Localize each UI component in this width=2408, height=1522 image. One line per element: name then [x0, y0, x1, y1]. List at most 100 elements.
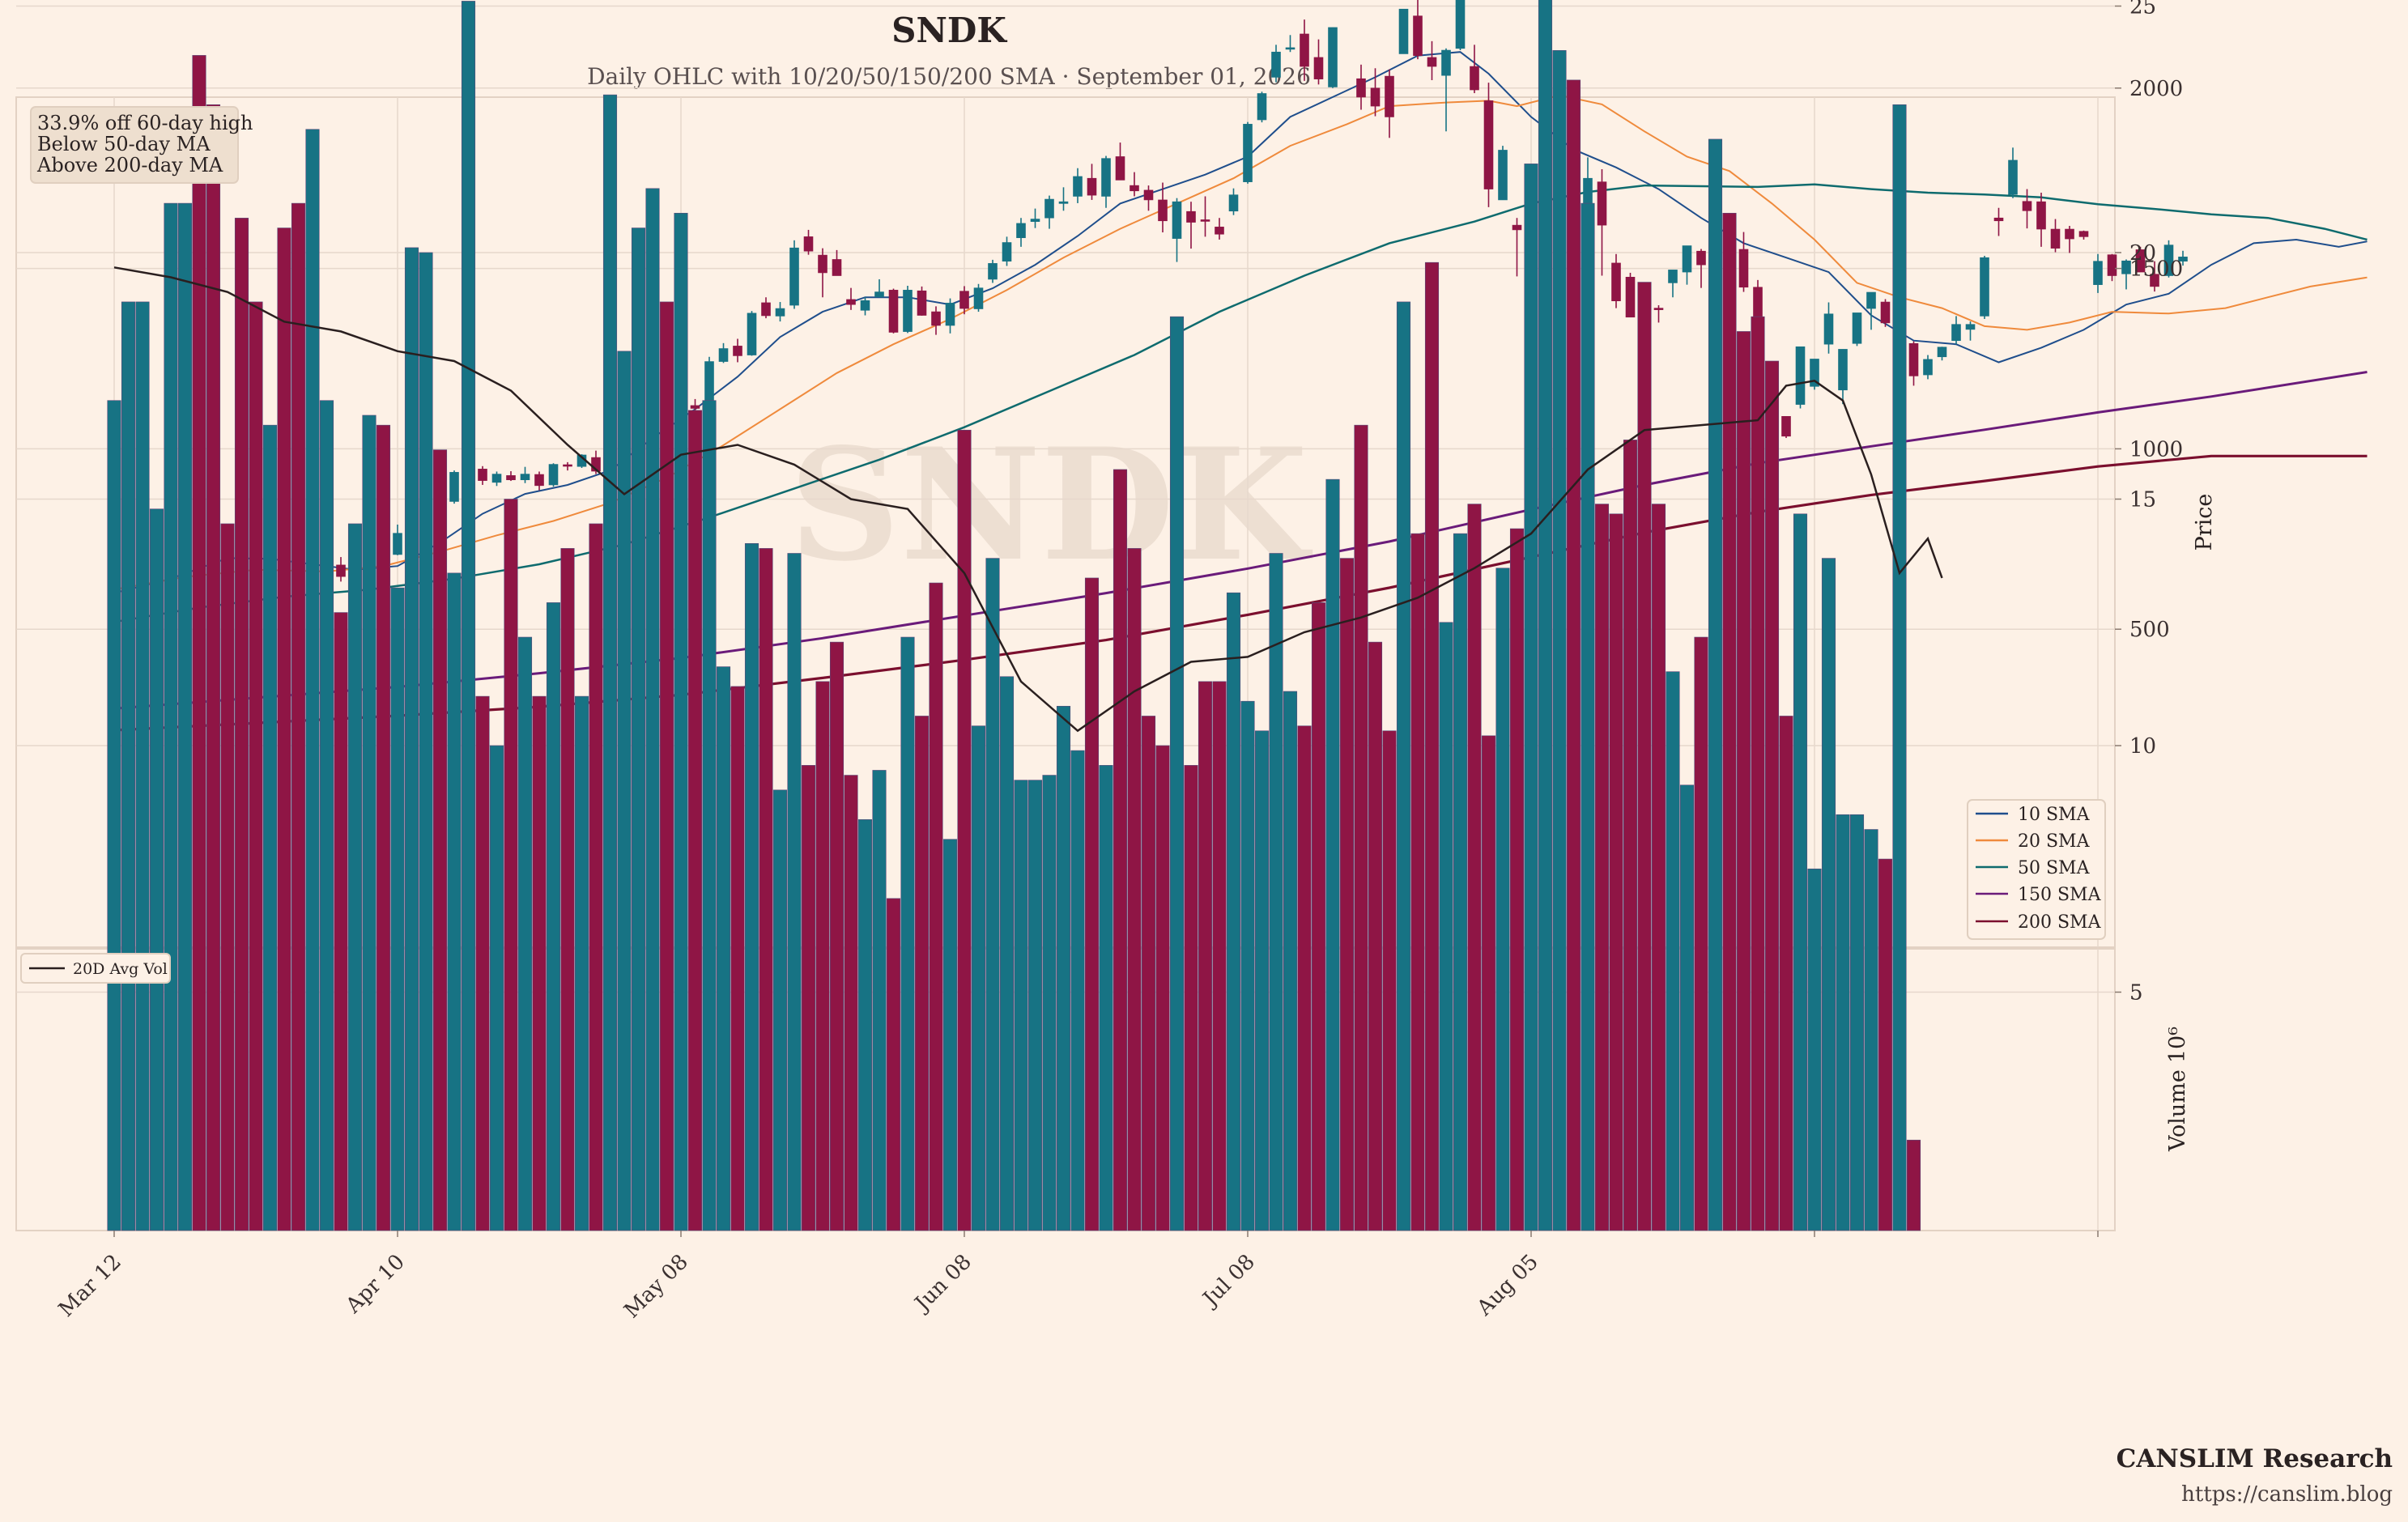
- volume-bar: [744, 543, 759, 1231]
- annotation-box: 33.9% off 60-day high Below 50-day MA Ab…: [30, 106, 253, 184]
- candle-body-up: [449, 472, 459, 502]
- candle-body-down: [2022, 201, 2032, 211]
- volume-bar: [1651, 504, 1666, 1231]
- volume-bar: [419, 252, 433, 1231]
- branding-name: CANSLIM Research: [2117, 1444, 2393, 1473]
- volume-bar: [659, 301, 674, 1231]
- volume-bar: [1793, 513, 1808, 1231]
- candle-body-up: [1937, 346, 1947, 358]
- candle-body-up: [1838, 349, 1848, 391]
- volume-tick-label: 20: [2129, 241, 2156, 266]
- candle-body-down: [2150, 274, 2159, 287]
- volume-bar: [1311, 602, 1326, 1231]
- volume-bar: [1779, 716, 1793, 1231]
- candle-body-up: [775, 308, 785, 317]
- volume-bar: [121, 301, 136, 1231]
- candle-body-up: [548, 464, 559, 486]
- candle-body-up: [2178, 257, 2188, 261]
- volume-axis-label: Volume 10⁶: [2165, 1027, 2190, 1152]
- volume-bar: [1807, 868, 1822, 1231]
- volume-bar: [857, 819, 873, 1231]
- candle-body-up: [988, 263, 998, 280]
- candle-body-down: [1087, 177, 1097, 196]
- volume-bar: [1892, 104, 1907, 1231]
- sma-line-10: [113, 51, 2368, 594]
- volume-bar: [985, 558, 1000, 1231]
- volume-bar: [1127, 548, 1142, 1231]
- volume-bar: [489, 745, 504, 1231]
- candle-body-down: [1356, 78, 1366, 98]
- legend-sma200: 200 SMA: [2018, 912, 2102, 933]
- volume-bar: [277, 227, 291, 1231]
- candle-body-up: [491, 474, 502, 483]
- candle-body-down: [733, 346, 742, 356]
- candle-body-up: [973, 287, 984, 309]
- volume-bar: [305, 129, 320, 1231]
- candle-body-down: [478, 469, 487, 481]
- volume-bar: [1354, 424, 1368, 1231]
- candle-body-down: [1781, 415, 1791, 437]
- candle-body-down: [2036, 201, 2046, 230]
- price-tick-label: 1000: [2129, 437, 2183, 461]
- volume-bar: [1623, 440, 1638, 1231]
- volume-bar: [319, 400, 334, 1231]
- candle-body-up: [1016, 223, 1026, 239]
- volume-bar: [1722, 212, 1737, 1231]
- volume-bar: [334, 612, 348, 1231]
- candle-body-down: [2107, 254, 2117, 276]
- candle-body-down: [1653, 308, 1664, 310]
- candle-body-up: [903, 290, 913, 332]
- volume-bar: [1212, 681, 1227, 1231]
- candle-body-down: [1625, 276, 1636, 318]
- candle-body-up: [1965, 324, 1976, 330]
- volume-bar: [730, 686, 745, 1231]
- volume-bar: [1524, 164, 1538, 1231]
- volume-bar: [461, 1, 476, 1231]
- candle-body-down: [959, 291, 969, 309]
- candle-body-down: [1880, 301, 1891, 324]
- volume-bar: [1878, 858, 1893, 1231]
- candle-body-up: [1810, 359, 1819, 387]
- candle-body-down: [917, 290, 927, 316]
- candle-body-up: [1441, 49, 1451, 76]
- volume-bar: [674, 212, 688, 1231]
- sma-legend: 10 SMA 20 SMA 50 SMA 150 SMA 200 SMA: [1967, 799, 2106, 940]
- candle-body-down: [1130, 185, 1139, 192]
- volume-bar: [107, 400, 121, 1231]
- volume-bar: [716, 666, 731, 1231]
- volume-bar: [1240, 700, 1255, 1231]
- candle-body-down: [1215, 227, 1224, 235]
- candle-body-up: [520, 474, 530, 481]
- candle-body-up: [1044, 198, 1054, 219]
- volume-bar: [1849, 814, 1865, 1231]
- volume-bar: [1198, 681, 1213, 1231]
- volume-bar: [1283, 691, 1298, 1231]
- price-tick-label: 500: [2129, 618, 2170, 642]
- candle-body-up: [1228, 194, 1239, 212]
- volume-bar: [164, 202, 178, 1231]
- volume-tick-label: 25: [2129, 0, 2156, 19]
- candle-body-up: [1668, 270, 1678, 283]
- candle-body-up: [747, 312, 757, 355]
- candle-body-down: [690, 405, 700, 409]
- volume-bar: [687, 410, 703, 1231]
- volume-bar: [1821, 558, 1836, 1231]
- candle-body-up: [1951, 324, 1961, 342]
- volume-bar: [1410, 533, 1425, 1231]
- volume-bar: [759, 548, 773, 1231]
- candle-body-up: [393, 533, 402, 555]
- candle-body-up: [1923, 359, 1933, 376]
- volume-bar: [532, 695, 547, 1231]
- volume-bar: [1566, 79, 1581, 1231]
- volume-bar: [1764, 360, 1780, 1231]
- candle-body-up: [2093, 261, 2103, 285]
- volume-bar: [1113, 469, 1128, 1231]
- volume-bar: [1609, 513, 1623, 1231]
- candle-body-down: [1313, 57, 1324, 79]
- candle-body-up: [1285, 47, 1295, 50]
- candle-body-down: [846, 299, 856, 305]
- annotation-line-1: 33.9% off 60-day high: [37, 112, 253, 134]
- volume-bar: [1014, 780, 1028, 1231]
- volume-bar: [1736, 331, 1751, 1231]
